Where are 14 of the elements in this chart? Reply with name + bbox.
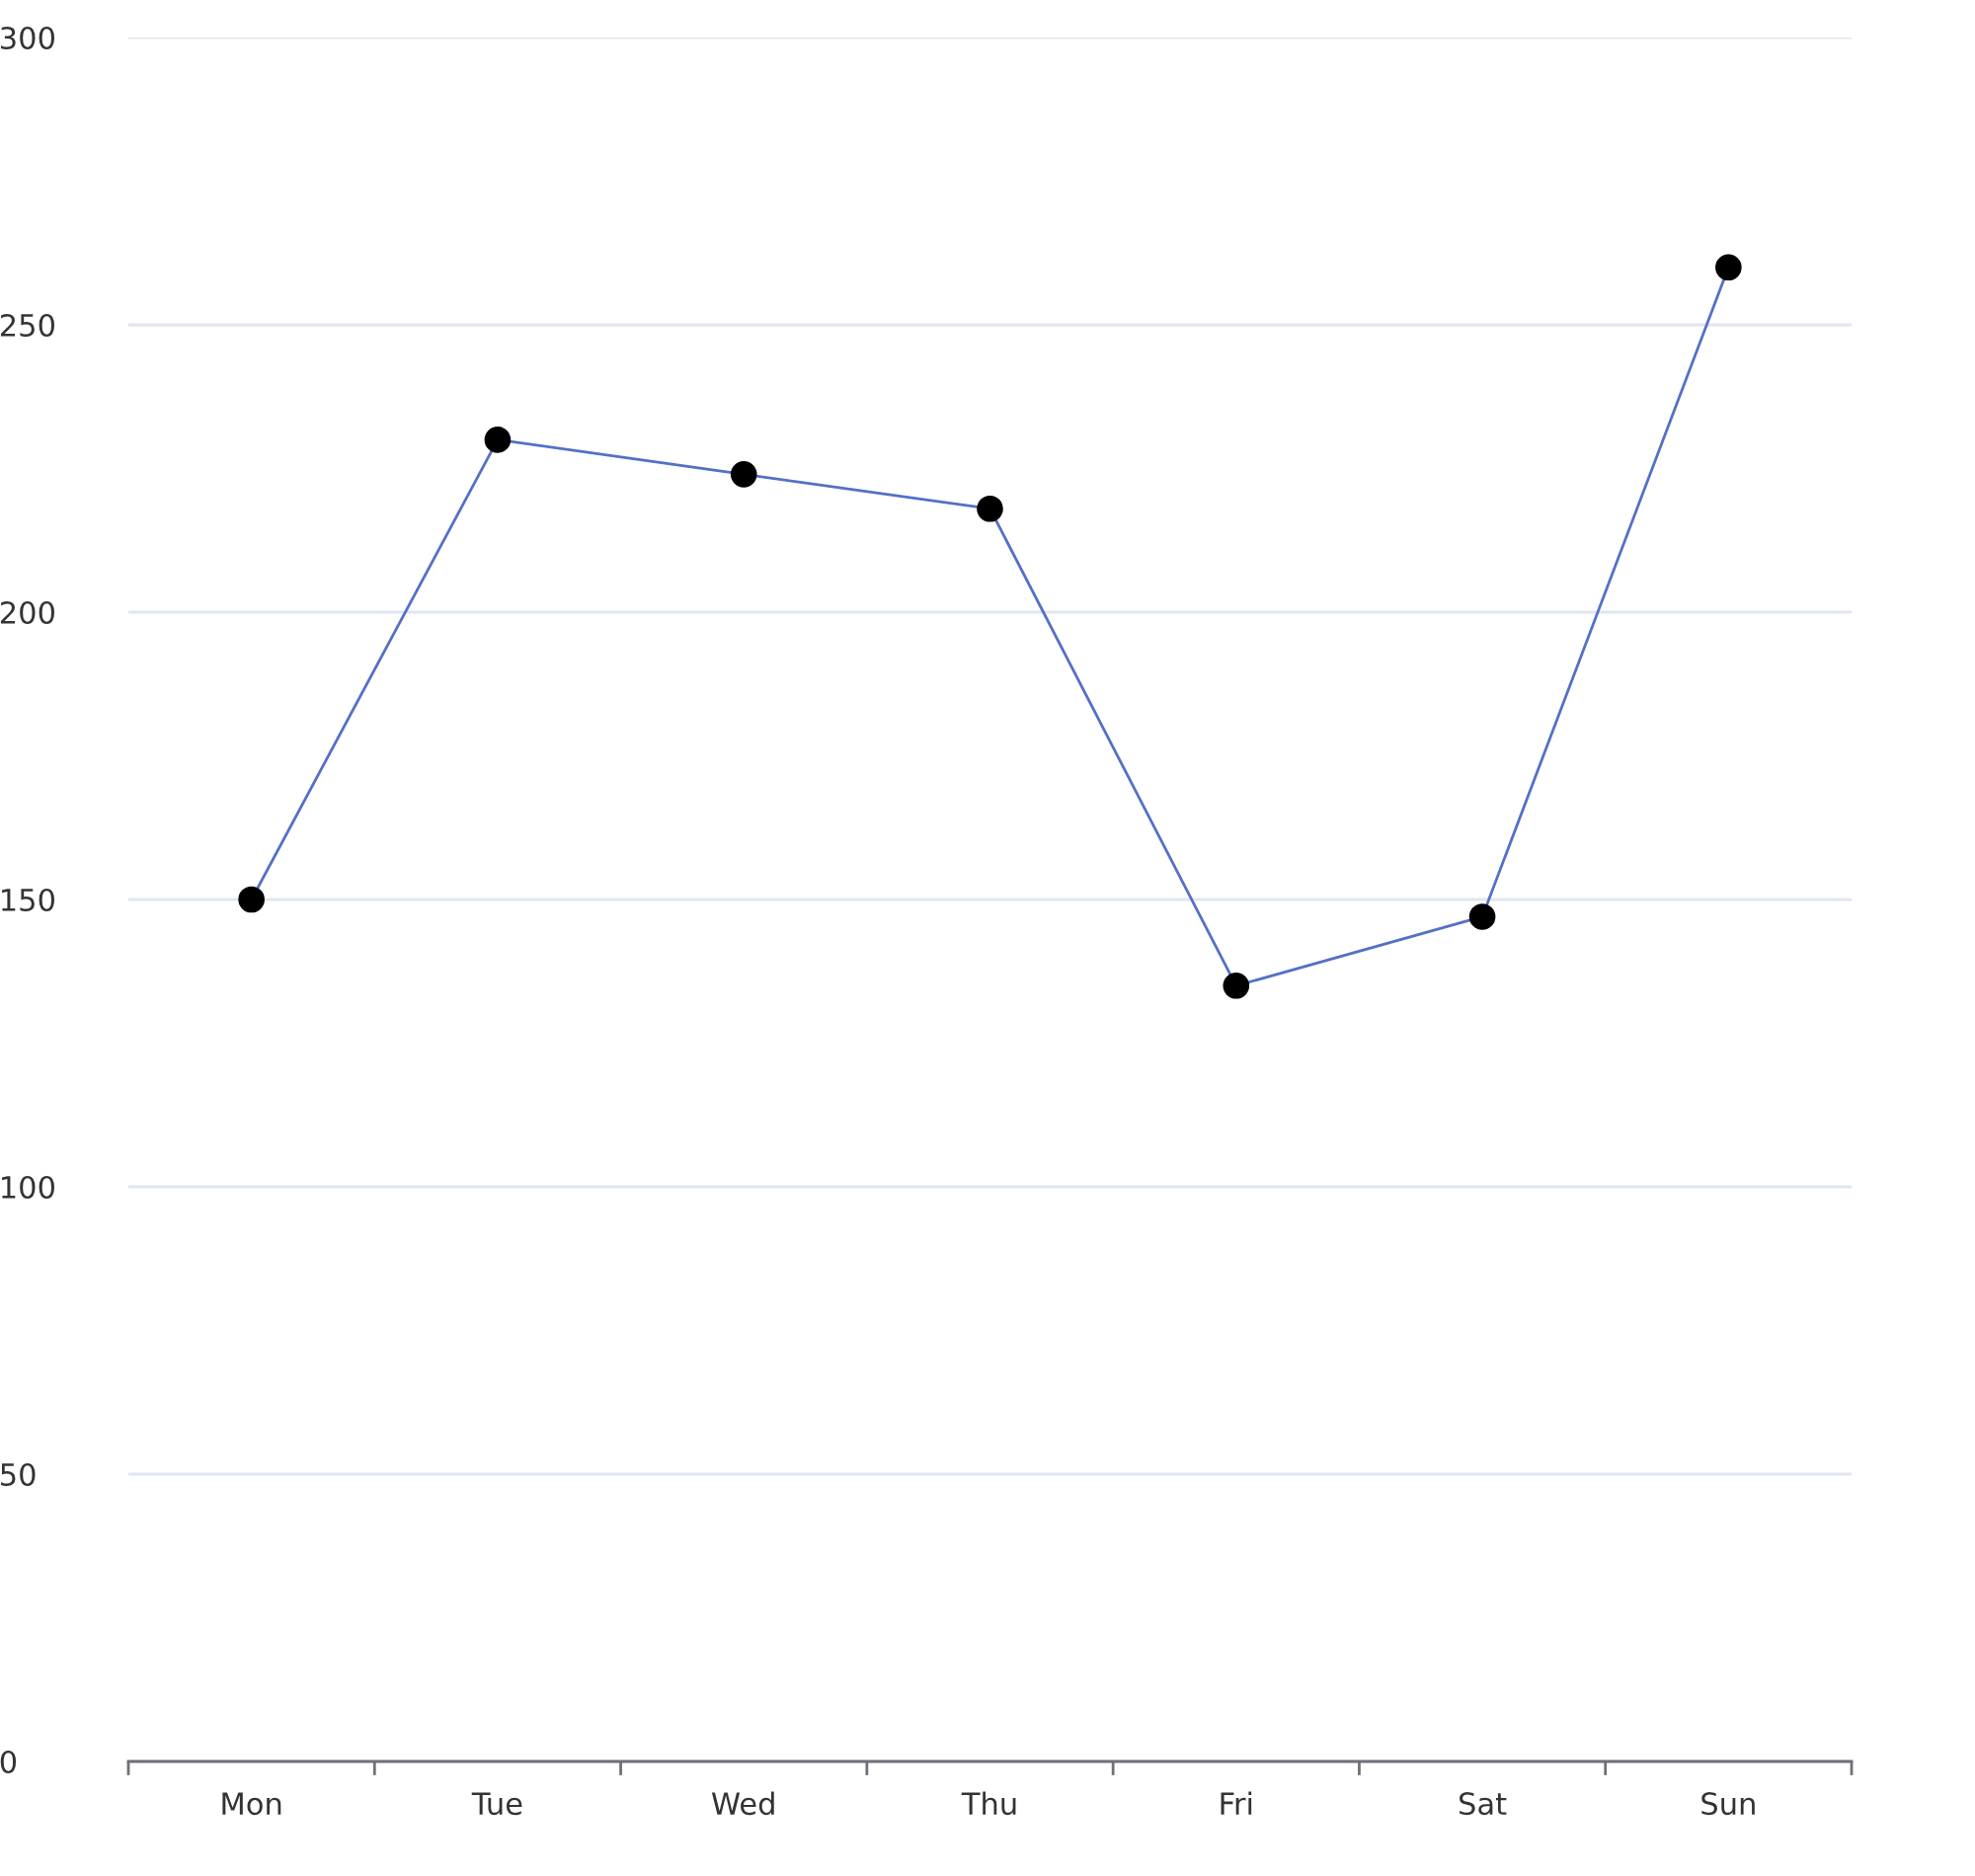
- x-tick-label: Wed: [711, 1791, 774, 1816]
- y-tick-label: 150: [2, 888, 54, 912]
- y-tick-label: 250: [0, 313, 54, 338]
- x-tick-label: Sun: [1701, 1792, 1755, 1816]
- x-tick-label: Sat: [1460, 1792, 1507, 1816]
- y-tick-label: 100: [2, 1175, 54, 1200]
- y-tick-label: 50: [1, 1462, 36, 1487]
- x-tick-label: Mon: [222, 1792, 281, 1816]
- x-tick-label: Thu: [961, 1791, 1016, 1816]
- x-tick-label: Tue: [471, 1792, 522, 1816]
- y-tick-label: 200: [0, 600, 54, 625]
- y-tick-label: 300: [1, 26, 54, 50]
- y-tick-label: 0: [0, 1750, 17, 1774]
- x-tick-label: Fri: [1221, 1791, 1252, 1815]
